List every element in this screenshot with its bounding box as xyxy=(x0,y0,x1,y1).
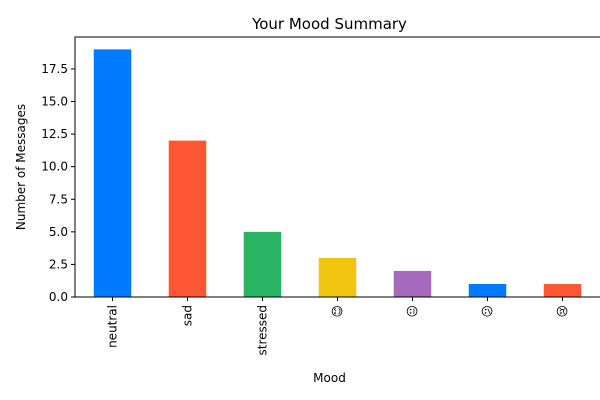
x-tick-label-0: neutral xyxy=(106,305,120,348)
y-tick-label-2: 5.0 xyxy=(49,225,68,239)
bar-0 xyxy=(93,49,132,297)
bar-6 xyxy=(543,283,582,297)
x-axis-label: Mood xyxy=(313,371,346,385)
x-tick-label-2: stressed xyxy=(256,305,270,356)
x-tick-label-5: 😕 xyxy=(481,305,495,318)
y-tick-label-7: 17.5 xyxy=(41,62,68,76)
bar-2 xyxy=(243,231,282,297)
bars-group xyxy=(93,49,582,297)
x-tick-label-6: 😢 xyxy=(556,305,570,318)
chart-title: Your Mood Summary xyxy=(251,15,407,33)
bar-5 xyxy=(468,283,507,297)
plot-frame xyxy=(74,36,600,298)
y-tick-label-3: 7.5 xyxy=(49,192,68,206)
y-tick-label-5: 12.5 xyxy=(41,127,68,141)
x-tick-label-3: 😊 xyxy=(331,305,345,318)
y-tick-label-6: 15.0 xyxy=(41,95,68,109)
y-tick-label-4: 10.0 xyxy=(41,160,68,174)
x-axis-ticks: neutral sad stressed 😊 😐 😕 😢 xyxy=(106,297,570,356)
y-axis-label: Number of Messages xyxy=(14,104,28,230)
y-axis-ticks: 0.0 2.5 5.0 7.5 10.0 12.5 15.0 17.5 xyxy=(41,62,75,304)
y-tick-label-0: 0.0 xyxy=(49,290,68,304)
x-tick-label-1: sad xyxy=(181,305,195,326)
bar-3 xyxy=(318,257,357,297)
x-tick-label-4: 😐 xyxy=(406,305,420,318)
bar-1 xyxy=(168,140,207,297)
y-tick-label-1: 2.5 xyxy=(49,257,68,271)
bar-4 xyxy=(393,270,432,297)
